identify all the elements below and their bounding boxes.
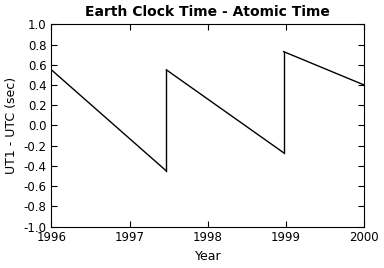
X-axis label: Year: Year bbox=[194, 250, 221, 263]
Title: Earth Clock Time - Atomic Time: Earth Clock Time - Atomic Time bbox=[85, 5, 330, 19]
Y-axis label: UT1 - UTC (sec): UT1 - UTC (sec) bbox=[5, 77, 18, 174]
